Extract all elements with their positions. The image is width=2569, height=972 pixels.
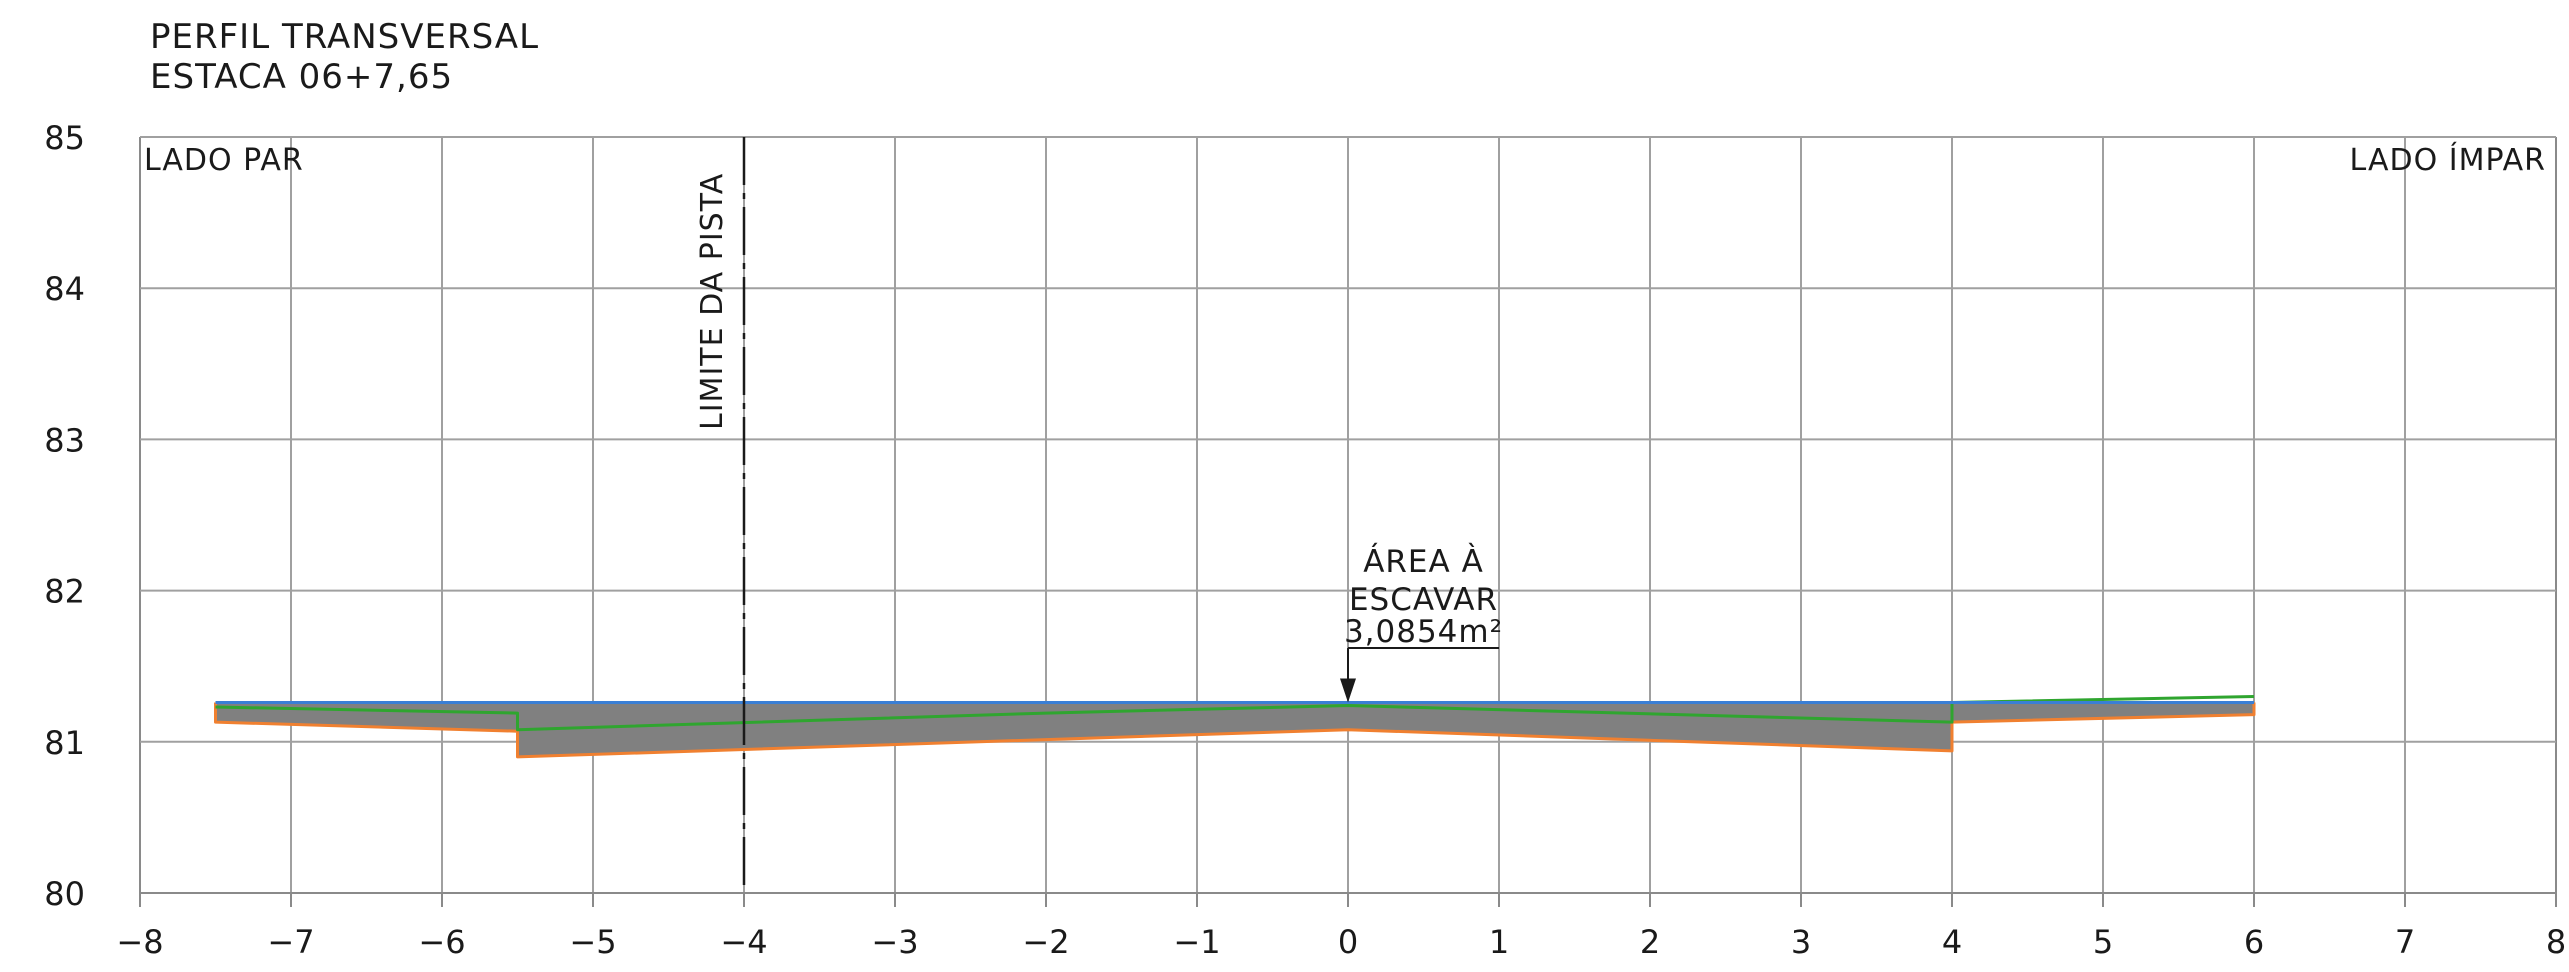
x-tick-label: −2	[1022, 923, 1069, 961]
x-tick-label: 6	[2244, 923, 2264, 961]
x-tick-label: −5	[569, 923, 616, 961]
x-tick-label: −4	[720, 923, 767, 961]
y-tick-label: 84	[44, 270, 85, 308]
x-tick-label: 7	[2395, 923, 2415, 961]
x-tick-label: 2	[1640, 923, 1660, 961]
annotation-arrow-icon	[1340, 678, 1356, 703]
x-tick-label: −7	[267, 923, 314, 961]
x-tick-label: −3	[871, 923, 918, 961]
limit-line-group: LIMITE DA PISTA	[695, 137, 746, 893]
limit-line-label: LIMITE DA PISTA	[695, 173, 730, 430]
x-tick-label: 8	[2546, 923, 2566, 961]
x-tick-label: 1	[1489, 923, 1509, 961]
grid	[139, 136, 2557, 907]
x-tick-label: −8	[116, 923, 163, 961]
annotation-text: ÁREA À	[1363, 544, 1484, 580]
y-tick-label: 83	[44, 421, 85, 459]
series-line-bottom	[214, 702, 2256, 759]
series-line-green	[215, 694, 2255, 732]
x-tick-label: −6	[418, 923, 465, 961]
x-tick-label: 3	[1791, 923, 1811, 961]
x-tick-label: 5	[2093, 923, 2113, 961]
annotation-text: ESCAVAR	[1349, 582, 1498, 618]
y-tick-label: 85	[44, 119, 85, 157]
x-tick-label: −1	[1173, 923, 1220, 961]
tick-labels: −8 −7 −6 −5 −4 −3 −2 −1 0 1 2 3 4 5 6 7 8 80 81 82 83 84 85	[44, 119, 2566, 961]
y-tick-label: 81	[44, 724, 85, 762]
x-tick-label: 4	[1942, 923, 1962, 961]
side-label-right: LADO ÍMPAR	[2350, 142, 2546, 178]
y-tick-label: 82	[44, 573, 85, 611]
chart-title: PERFIL TRANSVERSAL	[150, 17, 539, 57]
y-tick-label: 80	[44, 875, 85, 913]
annotation-text: 3,0854m²	[1344, 614, 1503, 650]
x-tick-label: 0	[1338, 923, 1358, 961]
side-label-left: LADO PAR	[144, 143, 304, 178]
series-lines	[214, 694, 2256, 759]
chart-subtitle: ESTACA 06+7,65	[150, 57, 453, 97]
